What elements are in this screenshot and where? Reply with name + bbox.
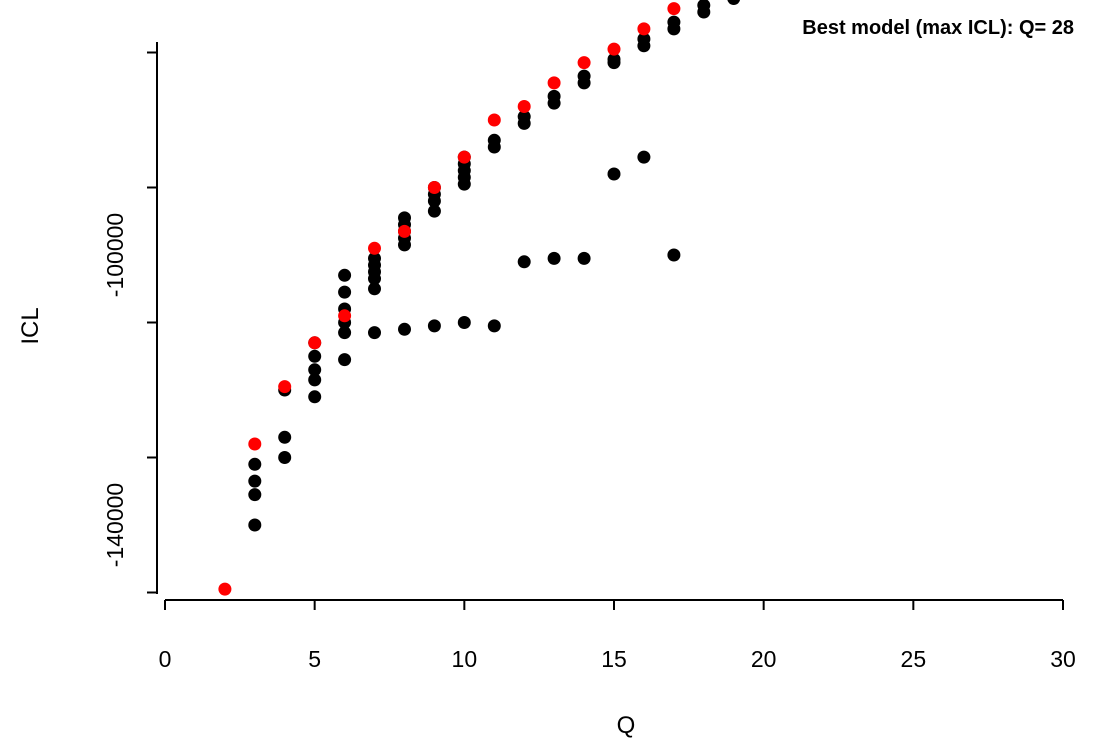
data-point <box>517 255 531 269</box>
data-point <box>308 363 322 377</box>
data-point <box>547 76 561 90</box>
data-point <box>577 76 591 90</box>
data-point <box>398 322 411 336</box>
data-point <box>338 309 352 323</box>
data-point <box>547 96 561 110</box>
data-point <box>637 39 651 53</box>
data-point <box>398 238 411 252</box>
data-point <box>427 204 441 218</box>
y-axis-label: ICL <box>17 307 44 344</box>
data-point <box>487 140 501 154</box>
data-point <box>667 2 681 16</box>
data-point <box>457 150 471 164</box>
data-point <box>308 390 322 404</box>
data-point <box>308 349 322 363</box>
y-tick-label: -140000 <box>102 483 128 567</box>
data-point <box>697 5 711 19</box>
data-point <box>727 0 741 5</box>
x-tick-label: 5 <box>308 646 321 672</box>
data-point <box>338 268 352 282</box>
data-point <box>368 326 381 340</box>
data-point <box>607 42 621 56</box>
data-point <box>278 451 292 464</box>
data-point <box>248 457 262 471</box>
data-point <box>667 248 681 262</box>
data-point <box>248 518 262 532</box>
data-point <box>457 177 471 191</box>
data-point <box>427 319 441 333</box>
data-point <box>308 373 322 387</box>
data-point <box>667 22 681 36</box>
data-point <box>577 56 591 70</box>
data-point <box>427 194 441 208</box>
data-points <box>218 0 741 596</box>
data-point <box>218 582 232 596</box>
data-point <box>637 150 651 164</box>
data-point <box>517 116 531 130</box>
data-point <box>457 316 471 329</box>
data-point <box>368 282 381 296</box>
data-point <box>427 181 441 194</box>
x-tick-label: 10 <box>452 646 478 672</box>
x-tick-label: 0 <box>159 646 172 672</box>
x-axis-label: Q <box>617 712 636 739</box>
data-point <box>517 100 531 113</box>
x-axis-ticks: 0 5 10 15 20 25 30 <box>159 600 1076 672</box>
data-point <box>278 430 292 444</box>
data-point <box>368 241 381 255</box>
y-axis-ticks: -140000 -100000 <box>102 51 157 594</box>
data-point <box>248 474 262 488</box>
data-point <box>547 251 561 265</box>
chart-title: Best model (max ICL): Q= 28 <box>802 17 1074 39</box>
data-point <box>487 319 501 333</box>
data-point <box>607 167 621 181</box>
x-tick-label: 25 <box>901 646 927 672</box>
data-point <box>248 437 262 451</box>
data-point <box>338 285 352 299</box>
data-point <box>248 488 262 502</box>
data-point <box>368 272 381 286</box>
data-point <box>308 336 322 350</box>
x-tick-label: 30 <box>1050 646 1076 672</box>
data-point <box>398 224 411 238</box>
data-point <box>607 56 621 70</box>
data-point <box>637 22 651 36</box>
data-point <box>487 113 501 127</box>
y-tick-label: -100000 <box>102 213 128 297</box>
data-point <box>278 380 292 394</box>
plot-frame <box>158 44 1095 593</box>
data-point <box>577 251 591 265</box>
data-point <box>338 326 352 340</box>
x-tick-label: 15 <box>601 646 627 672</box>
x-tick-label: 20 <box>751 646 777 672</box>
data-point <box>338 353 352 367</box>
